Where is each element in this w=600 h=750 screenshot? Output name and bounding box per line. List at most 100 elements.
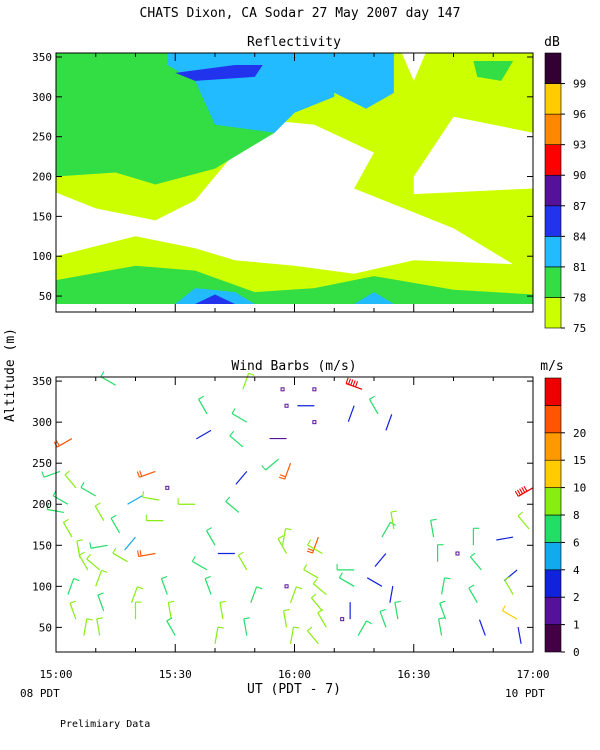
calm-point (312, 387, 317, 392)
wind-barbs-title: Wind Barbs (m/s) (231, 359, 356, 374)
wind-barb (303, 564, 319, 579)
y-tick-label: 300 (32, 91, 52, 104)
wind-barb (517, 511, 530, 530)
wind-barb (124, 536, 136, 551)
colorbar-segment (544, 297, 562, 329)
wind-barb (250, 586, 263, 603)
wind-barb (196, 429, 212, 440)
wind-barb (136, 470, 156, 478)
colorbar-tick-label: 20 (573, 427, 586, 440)
colorbar-segment (544, 542, 562, 571)
wind-barb (130, 586, 144, 603)
colorbar-tick-label: 4 (573, 564, 580, 577)
wind-barb (289, 626, 300, 644)
wind-barb (307, 539, 323, 555)
colorbar-tick-label: 81 (573, 261, 586, 274)
colorbar-segment (544, 266, 562, 298)
wind-barb (142, 491, 160, 501)
reflectivity-y-axis: 50 100 150 200 250 300 350 (32, 51, 533, 303)
wind-barb (261, 458, 279, 471)
calm-point (280, 387, 285, 392)
y-tick-label: 50 (39, 621, 52, 634)
colorbar-tick-label: 6 (573, 536, 580, 549)
wind-barb (86, 554, 101, 571)
calm-point (284, 403, 289, 408)
calm-point (340, 617, 345, 622)
reflectivity-region-81 (314, 53, 394, 109)
wind-barb (94, 502, 105, 521)
x-axis-label: UT (PDT - 7) (247, 682, 341, 697)
wind-barb (278, 462, 292, 480)
wind-barb (394, 600, 401, 620)
wind-barb (96, 617, 103, 636)
colorbar-tick-label: 75 (573, 322, 586, 335)
wind-barb (231, 408, 248, 423)
wind-colorbar-title: m/s (540, 359, 563, 374)
colorbar-tick-label: 93 (573, 139, 586, 152)
wind-barb (468, 584, 478, 604)
wind-barb (366, 577, 383, 587)
colorbar-tick-label: 0 (573, 646, 580, 659)
wind-barb (347, 405, 355, 422)
colorbar-segment (544, 83, 562, 115)
y-tick-label: 250 (32, 131, 52, 144)
wind-barb (166, 617, 176, 636)
wind-barb (496, 536, 514, 541)
reflectivity-region-none (401, 53, 426, 81)
wind-barb (80, 482, 97, 497)
wind-barb (100, 371, 116, 386)
wind-barb (95, 569, 108, 587)
colorbar-segment (544, 487, 562, 516)
colorbar-segment (544, 405, 562, 434)
wind-barb (204, 575, 212, 595)
colorbar-tick-label: 96 (573, 108, 586, 121)
y-tick-label: 250 (32, 457, 52, 470)
reflectivity-region-84 (175, 65, 263, 81)
wind-barb (283, 609, 290, 628)
left-time-note: 08 PDT (20, 687, 60, 700)
wind-barb (110, 514, 121, 534)
wind-barb (112, 547, 128, 563)
colorbar-segment (544, 236, 562, 268)
y-tick-label: 350 (32, 51, 52, 64)
wind-barb (229, 430, 244, 448)
wind-x-axis (55, 377, 534, 652)
wind-barb (504, 576, 514, 595)
wind-frame (55, 376, 534, 653)
reflectivity-region-none (413, 116, 533, 195)
calm-point (455, 551, 460, 556)
wind-barb (430, 518, 437, 538)
wind-barb (67, 578, 80, 595)
wind-barb (198, 395, 208, 415)
colorbar-tick-label: 10 (573, 482, 586, 495)
wind-barb (437, 544, 444, 562)
wind-barb (137, 550, 156, 558)
wind-barb (390, 510, 397, 529)
y-tick-label: 50 (39, 290, 52, 303)
y-tick-label: 350 (32, 375, 52, 388)
wind-barb (191, 555, 208, 571)
reflectivity-region-78 (473, 61, 514, 81)
wind-barb (235, 471, 248, 485)
wind-barb (357, 620, 373, 636)
colorbar-tick-label: 90 (573, 169, 586, 182)
wind-barb (78, 551, 89, 571)
wind-barb (277, 535, 288, 554)
wind-barb (374, 553, 387, 567)
y-tick-label: 200 (32, 498, 52, 511)
calm-point (165, 485, 170, 490)
wind-barb (306, 536, 319, 554)
wind-barb (83, 618, 93, 636)
colorbar-segment (544, 459, 562, 488)
wind-barb (336, 563, 355, 571)
y-tick-label: 150 (32, 210, 52, 223)
wind-barb (345, 377, 363, 390)
reflectivity-colorbar: 75 78 81 84 87 90 93 96 99 (544, 52, 587, 335)
y-tick-label: 150 (32, 539, 52, 552)
wind-barb (127, 495, 143, 505)
x-tick-label: 15:00 (39, 668, 72, 681)
wind-barb (52, 490, 69, 505)
x-tick-label: 16:00 (278, 668, 311, 681)
colorbar-tick-label: 2 (573, 591, 580, 604)
